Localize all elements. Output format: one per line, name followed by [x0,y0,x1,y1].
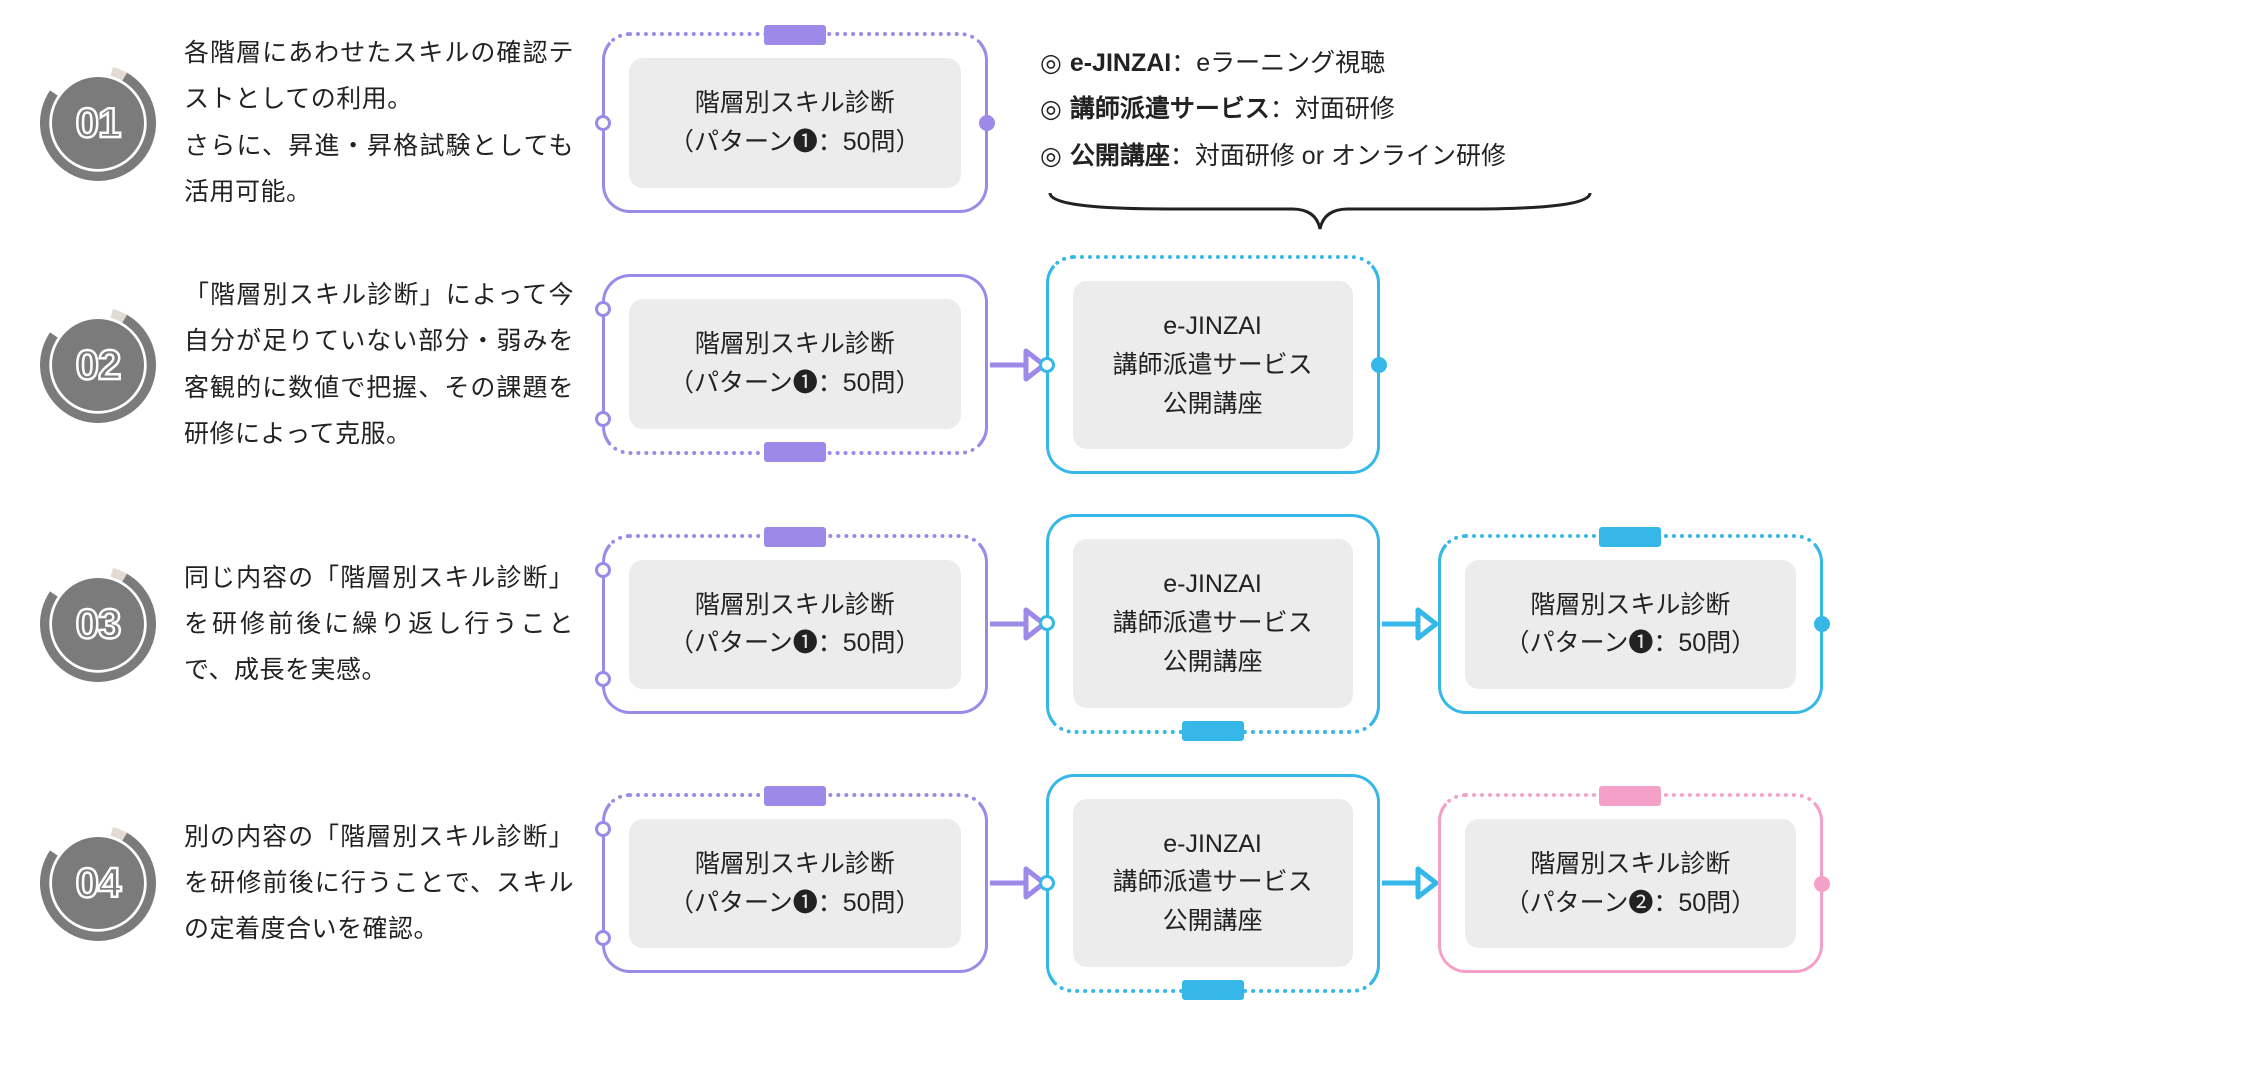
node-card: 階層別スキル診断（パターン❶：50問） [629,560,961,690]
node-line: 公開講座 [1113,902,1313,941]
node-line: e-JINZAI [1113,825,1313,864]
ring-icon [40,566,156,682]
node-line: 階層別スキル診断 [1505,845,1757,884]
diagnosis-node: 階層別スキル診断（パターン❶：50問） [602,534,988,715]
row: 01 各階層にあわせたスキルの確認テストとしての利用。さらに、昇進・昇格試験とし… [40,30,2237,215]
node-line: 階層別スキル診断 [669,325,921,364]
arrow-icon [988,604,1046,644]
diagnosis-node: 階層別スキル診断（パターン❶：50問） [602,274,988,455]
step-description: 各階層にあわせたスキルの確認テストとしての利用。さらに、昇進・昇格試験としても活… [184,30,574,215]
knob-icon [595,671,611,687]
node-line: （パターン❶：50問） [669,364,921,403]
node-line: 講師派遣サービス [1113,346,1313,385]
knob-icon [1039,357,1055,373]
ring-icon [40,307,156,423]
node-card: 階層別スキル診断（パターン❶：50問） [629,299,961,429]
step-badge: 01 [40,65,156,181]
node-line: e-JINZAI [1113,307,1313,346]
row: 02 「階層別スキル診断」によって今自分が足りていない部分・弱みを客観的に数値で… [40,255,2237,474]
knob-icon [595,301,611,317]
flow: 階層別スキル診断（パターン❶：50問） e-JINZAI講師派遣サービス公開講座 [602,255,2237,474]
tab-icon [764,786,826,806]
step-badge: 02 [40,307,156,423]
tab-icon [764,527,826,547]
node-line: （パターン❷：50問） [1505,884,1757,923]
diagnosis-node: 階層別スキル診断（パターン❶：50問） [1438,534,1824,715]
knob-icon [1814,616,1830,632]
node-line: 階層別スキル診断 [669,84,921,123]
node-line: （パターン❶：50問） [669,884,921,923]
arrow-icon [1380,604,1438,644]
node-line: 公開講座 [1113,643,1313,682]
node-line: 講師派遣サービス [1113,863,1313,902]
node-line: 階層別スキル診断 [1505,586,1757,625]
knob-icon [1371,357,1387,373]
tab-icon [1599,527,1661,547]
flow: 階層別スキル診断（パターン❶：50問） e-JINZAI講師派遣サービス公開講座… [602,774,2237,993]
node-card: e-JINZAI講師派遣サービス公開講座 [1073,539,1353,707]
node-line: 階層別スキル診断 [669,845,921,884]
node-line: （パターン❶：50問） [669,123,921,162]
tab-icon [764,442,826,462]
service-node: e-JINZAI講師派遣サービス公開講座 [1046,255,1380,474]
knob-icon [595,115,611,131]
node-card: e-JINZAI講師派遣サービス公開講座 [1073,281,1353,449]
knob-icon [595,562,611,578]
knob-icon [595,821,611,837]
tab-icon [1599,786,1661,806]
node-card: 階層別スキル診断（パターン❶：50問） [1465,560,1797,690]
node-card: 階層別スキル診断（パターン❶：50問） [629,58,961,188]
knob-icon [1814,876,1830,892]
service-node: e-JINZAI講師派遣サービス公開講座 [1046,774,1380,993]
ring-icon [40,825,156,941]
node-card: 階層別スキル診断（パターン❶：50問） [629,819,961,949]
knob-icon [979,115,995,131]
knob-icon [1039,615,1055,631]
row: 03 同じ内容の「階層別スキル診断」を研修前後に繰り返し行うことで、成長を実感。… [40,514,2237,733]
step-description: 同じ内容の「階層別スキル診断」を研修前後に繰り返し行うことで、成長を実感。 [184,555,574,694]
arrow-icon [1380,863,1438,903]
node-line: 階層別スキル診断 [669,586,921,625]
ring-icon [40,65,156,181]
node-line: 公開講座 [1113,385,1313,424]
diagnosis-node: 階層別スキル診断（パターン❶：50問） [602,32,988,213]
node-card: 階層別スキル診断（パターン❷：50問） [1465,819,1797,949]
step-description: 別の内容の「階層別スキル診断」を研修前後に行うことで、スキルの定着度合いを確認。 [184,814,574,953]
tab-icon [1182,980,1244,1000]
arrow-icon [988,863,1046,903]
node-line: （パターン❶：50問） [1505,624,1757,663]
tab-icon [1182,721,1244,741]
node-line: 講師派遣サービス [1113,604,1313,643]
node-line: e-JINZAI [1113,565,1313,604]
row: 04 別の内容の「階層別スキル診断」を研修前後に行うことで、スキルの定着度合いを… [40,774,2237,993]
flow: 階層別スキル診断（パターン❶：50問） e-JINZAI講師派遣サービス公開講座… [602,514,2237,733]
diagnosis-node: 階層別スキル診断（パターン❷：50問） [1438,793,1824,974]
node-line: （パターン❶：50問） [669,624,921,663]
tab-icon [764,25,826,45]
flow: 階層別スキル診断（パターン❶：50問） [602,32,2237,213]
step-badge: 04 [40,825,156,941]
knob-icon [595,411,611,427]
step-description: 「階層別スキル診断」によって今自分が足りていない部分・弱みを客観的に数値で把握、… [184,272,574,457]
arrow-icon [988,345,1046,385]
diagnosis-node: 階層別スキル診断（パターン❶：50問） [602,793,988,974]
step-badge: 03 [40,566,156,682]
knob-icon [595,930,611,946]
knob-icon [1039,875,1055,891]
service-node: e-JINZAI講師派遣サービス公開講座 [1046,514,1380,733]
node-card: e-JINZAI講師派遣サービス公開講座 [1073,799,1353,967]
